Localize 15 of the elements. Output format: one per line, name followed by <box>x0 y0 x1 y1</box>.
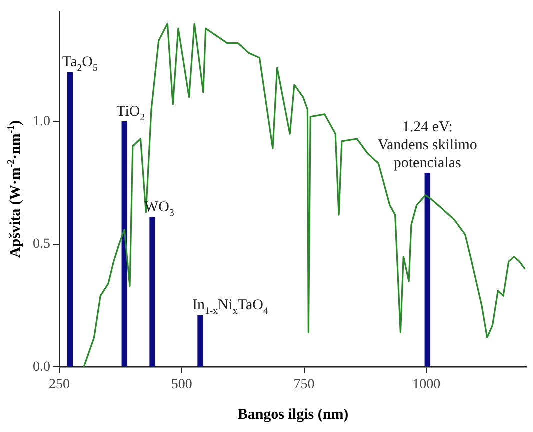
x-tick-label: 750 <box>294 377 315 392</box>
x-tick-label: 250 <box>49 377 70 392</box>
y-axis-title: Apšvita (W·m-2·nm-1) <box>6 120 24 258</box>
bar <box>67 72 74 368</box>
bar <box>150 217 156 368</box>
x-tick-label: 500 <box>171 377 192 392</box>
bar <box>198 315 204 368</box>
y-tick-label: 1.0 <box>33 114 50 130</box>
annotation: 1.24 eV: Vandens skilimo potencialas <box>378 119 478 172</box>
x-axis-title: Bangos ilgis (nm) <box>238 406 349 423</box>
y-tick-label: 0.5 <box>33 237 50 252</box>
x-tick-label: 1000 <box>412 377 441 392</box>
bar <box>122 121 128 368</box>
bar <box>424 173 430 368</box>
y-tick-label: 0.0 <box>33 360 50 375</box>
